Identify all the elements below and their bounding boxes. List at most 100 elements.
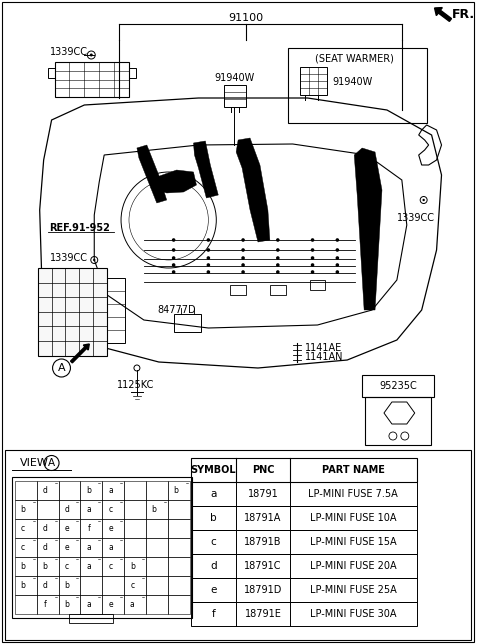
Text: (SEAT WARMER): (SEAT WARMER): [315, 53, 394, 63]
Text: a: a: [108, 486, 113, 495]
Bar: [146, 481, 168, 500]
Bar: [146, 519, 168, 538]
Circle shape: [172, 256, 175, 260]
Bar: [38, 268, 107, 356]
Text: 1339CC: 1339CC: [397, 213, 435, 223]
Polygon shape: [193, 141, 218, 198]
Circle shape: [336, 248, 339, 252]
Bar: [107, 278, 125, 343]
Text: LP-MINI FUSE 20A: LP-MINI FUSE 20A: [310, 561, 396, 571]
Bar: [80, 595, 102, 614]
Bar: [124, 576, 146, 595]
Text: f: f: [44, 600, 47, 609]
Bar: [80, 481, 102, 500]
FancyArrow shape: [71, 344, 89, 363]
Bar: [124, 538, 146, 557]
Bar: [230, 285, 246, 295]
Bar: [36, 500, 59, 519]
Text: a: a: [86, 562, 91, 571]
Bar: [310, 280, 325, 290]
Text: d: d: [210, 561, 216, 571]
Text: a: a: [210, 489, 216, 499]
Bar: [102, 557, 124, 576]
Bar: [102, 519, 124, 538]
Polygon shape: [354, 148, 382, 310]
Bar: [59, 519, 80, 538]
Text: 91940W: 91940W: [332, 77, 372, 87]
Bar: [300, 67, 327, 95]
Bar: [15, 576, 36, 595]
Circle shape: [336, 263, 339, 267]
Circle shape: [336, 256, 339, 260]
Bar: [362, 375, 433, 397]
Circle shape: [276, 270, 279, 274]
Text: b: b: [64, 581, 69, 590]
Circle shape: [276, 263, 279, 267]
Text: a: a: [108, 543, 113, 552]
Text: A: A: [48, 458, 55, 468]
Text: 18791A: 18791A: [244, 513, 282, 523]
Text: 1141AN: 1141AN: [305, 352, 343, 362]
Text: c: c: [108, 562, 112, 571]
Text: b: b: [210, 513, 216, 523]
Bar: [15, 481, 36, 500]
Text: b: b: [21, 562, 25, 571]
Text: REF.91-952: REF.91-952: [49, 223, 110, 233]
Bar: [191, 530, 417, 554]
Bar: [102, 595, 124, 614]
Bar: [168, 557, 190, 576]
Bar: [15, 519, 36, 538]
Text: b: b: [21, 505, 25, 514]
Text: PART NAME: PART NAME: [322, 465, 384, 475]
Bar: [168, 481, 190, 500]
Bar: [102, 481, 124, 500]
Text: 18791E: 18791E: [244, 609, 281, 619]
Bar: [191, 506, 417, 530]
Text: d: d: [43, 486, 48, 495]
Bar: [59, 576, 80, 595]
Bar: [36, 519, 59, 538]
Text: c: c: [21, 524, 25, 533]
Text: LP-MINI FUSE 7.5A: LP-MINI FUSE 7.5A: [308, 489, 398, 499]
Circle shape: [206, 270, 210, 274]
Bar: [146, 595, 168, 614]
Bar: [15, 557, 36, 576]
Text: a: a: [86, 505, 91, 514]
Circle shape: [172, 248, 175, 252]
Text: f: f: [87, 524, 90, 533]
Circle shape: [241, 270, 245, 274]
Circle shape: [93, 259, 96, 261]
Bar: [146, 538, 168, 557]
Text: c: c: [108, 505, 112, 514]
Circle shape: [172, 238, 175, 242]
Text: A: A: [58, 363, 65, 373]
Bar: [365, 397, 431, 445]
Text: LP-MINI FUSE 15A: LP-MINI FUSE 15A: [310, 537, 396, 547]
Circle shape: [90, 53, 93, 57]
FancyArrow shape: [434, 8, 452, 21]
Circle shape: [206, 248, 210, 252]
Bar: [124, 595, 146, 614]
Bar: [124, 519, 146, 538]
Circle shape: [311, 270, 314, 274]
Polygon shape: [151, 170, 196, 193]
Bar: [146, 576, 168, 595]
Bar: [12, 477, 192, 618]
Bar: [59, 481, 80, 500]
Text: b: b: [86, 486, 91, 495]
Bar: [168, 576, 190, 595]
Text: c: c: [130, 581, 134, 590]
Circle shape: [311, 256, 314, 260]
Bar: [102, 538, 124, 557]
Circle shape: [172, 270, 175, 274]
Text: 95235C: 95235C: [379, 381, 417, 391]
Bar: [5, 450, 471, 640]
Bar: [80, 519, 102, 538]
Text: 18791: 18791: [248, 489, 278, 499]
Text: b: b: [64, 600, 69, 609]
Text: LP-MINI FUSE 10A: LP-MINI FUSE 10A: [310, 513, 396, 523]
Text: 91940W: 91940W: [214, 73, 254, 83]
Bar: [168, 500, 190, 519]
Text: d: d: [64, 505, 69, 514]
Text: a: a: [130, 600, 135, 609]
